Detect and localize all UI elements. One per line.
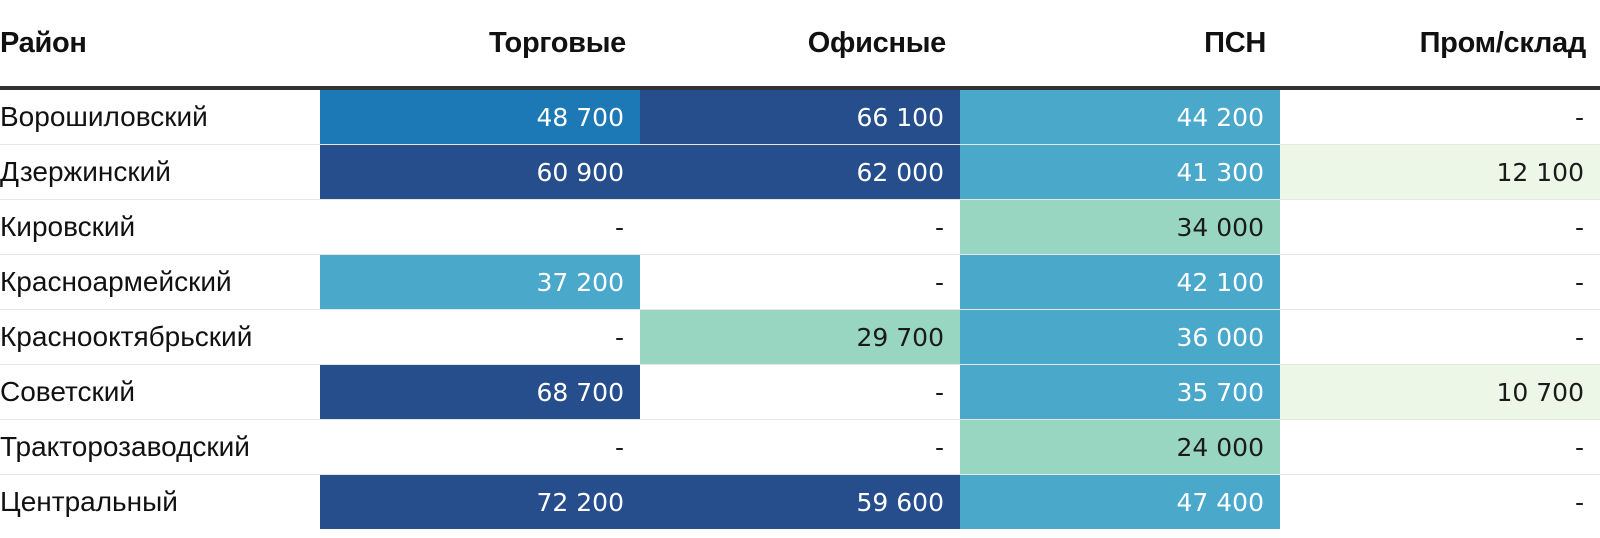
header-row: Район Торговые Офисные ПСН Пром/склад [0,0,1600,90]
value-cell-retail: 37 200 [320,254,640,310]
value-cell-retail: - [320,419,640,475]
district-name: Краснооктябрьский [0,309,320,365]
value-cell-industrial: - [1280,254,1600,310]
table-row: Дзержинский 60 900 62 000 41 300 12 100 [0,144,1600,200]
value-cell-industrial: - [1280,199,1600,255]
value-cell-retail: 68 700 [320,364,640,420]
district-name: Дзержинский [0,144,320,200]
value-cell-office: 62 000 [640,144,960,200]
district-name: Кировский [0,199,320,255]
value-cell-industrial: - [1280,309,1600,365]
value-cell-industrial: 12 100 [1280,144,1600,200]
value-cell-retail: 72 200 [320,474,640,529]
column-header-district: Район [0,0,320,90]
district-name: Красноармейский [0,254,320,310]
value-cell-retail: - [320,309,640,365]
table-row: Кировский - -34 000- [0,199,1600,255]
value-cell-psn: 35 700 [960,364,1280,420]
value-cell-industrial: - [1280,88,1600,145]
value-cell-psn: 36 000 [960,309,1280,365]
value-cell-office: - [640,199,960,255]
value-cell-industrial: - [1280,419,1600,475]
table-row: Красноармейский 37 200-42 100- [0,254,1600,310]
value-cell-office: 59 600 [640,474,960,529]
table-row: Ворошиловский 48 700 66 100 44 200- [0,88,1600,145]
column-header-office: Офисные [640,0,960,90]
value-cell-psn: 34 000 [960,199,1280,255]
district-name: Центральный [0,486,178,517]
column-header-industrial: Пром/склад [1280,0,1600,90]
district-name: Тракторозаводский [0,419,320,475]
value-cell-industrial: 10 700 [1280,364,1600,420]
value-cell-retail: 60 900 [320,144,640,200]
value-cell-psn: 42 100 [960,254,1280,310]
table-body: Ворошиловский 48 700 66 100 44 200- Дзержинс… [0,88,1600,529]
value-cell-office: - [640,364,960,420]
table-row: Советский 68 700-35 700 10 700 [0,364,1600,420]
value-cell-office: 29 700 [640,309,960,365]
district-name: Советский [0,364,320,420]
value-cell-psn: 24 000 [960,419,1280,475]
value-cell-psn: 41 300 [960,144,1280,200]
value-cell-retail: 48 700 [320,88,640,145]
value-cell-office: - [640,254,960,310]
table-row: Краснооктябрьский -29 700 36 000- [0,309,1600,365]
value-cell-office: 66 100 [640,88,960,145]
table-row: Тракторозаводский - -24 000- [0,419,1600,475]
value-cell-psn: 44 200 [960,88,1280,145]
column-header-psn: ПСН [960,0,1280,90]
value-cell-office: - [640,419,960,475]
value-cell-retail: - [320,199,640,255]
value-cell-industrial: - [1574,487,1584,517]
value-cell-psn: 47 400 [960,474,1280,529]
column-header-retail: Торговые [320,0,640,90]
table-row: Центральный 72 200 59 600 47 400 - [0,474,1600,529]
district-name: Ворошиловский [0,88,320,145]
